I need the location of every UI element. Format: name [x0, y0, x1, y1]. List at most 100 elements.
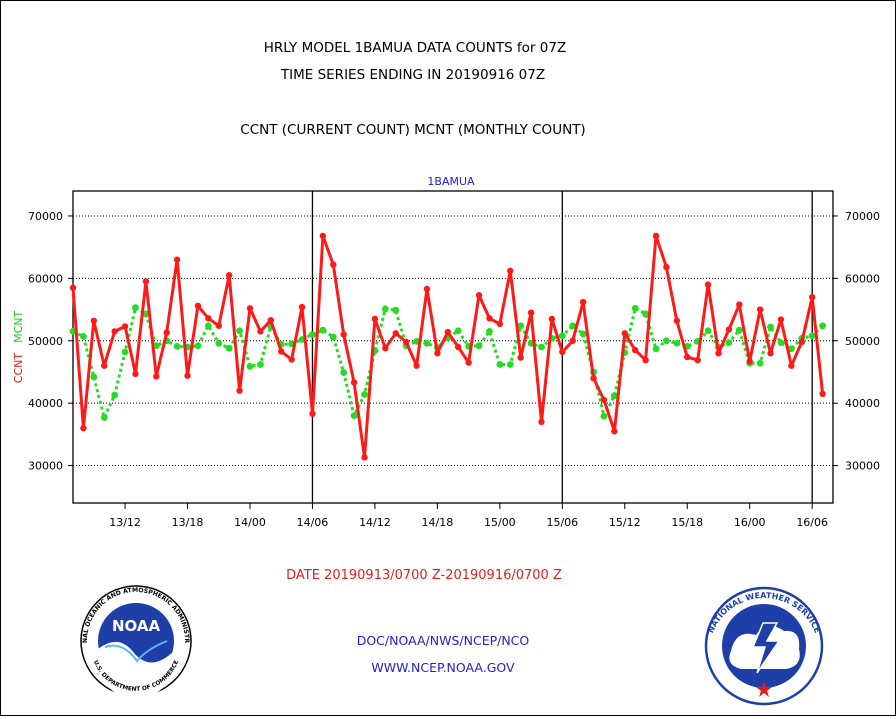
- y-tick-label-left: 30000: [28, 460, 63, 473]
- x-tick-label: 14/00: [234, 516, 266, 529]
- data-point-mcnt: [309, 331, 316, 338]
- data-point-ccnt: [819, 390, 826, 397]
- x-tick-label: 13/18: [172, 516, 204, 529]
- data-point-mcnt: [454, 327, 462, 335]
- data-point-ccnt: [756, 306, 764, 313]
- data-point-ccnt: [319, 232, 327, 240]
- data-point-ccnt: [798, 338, 805, 346]
- data-point-mcnt: [725, 339, 733, 347]
- data-point-mcnt: [486, 328, 493, 335]
- x-tick-label: 13/12: [109, 516, 141, 529]
- website-link[interactable]: WWW.NCEP.NOAA.GOV: [371, 660, 515, 675]
- data-point-mcnt: [121, 348, 129, 356]
- data-point-ccnt: [121, 323, 129, 330]
- y-axis-label: CCNT MCNT: [12, 311, 25, 384]
- data-point-ccnt: [142, 278, 150, 285]
- data-point-ccnt: [725, 326, 733, 333]
- data-point-mcnt: [517, 322, 525, 330]
- data-point-ccnt: [569, 337, 576, 344]
- data-point-mcnt: [80, 332, 87, 340]
- data-point-ccnt: [527, 309, 535, 316]
- data-point-ccnt: [631, 346, 639, 354]
- data-point-mcnt: [496, 361, 504, 368]
- data-point-ccnt: [600, 396, 608, 404]
- data-point-mcnt: [225, 344, 233, 352]
- data-point-mcnt: [215, 339, 223, 347]
- data-point-mcnt: [90, 373, 98, 381]
- y-tick-label-right: 70000: [845, 210, 880, 223]
- data-point-mcnt: [256, 361, 264, 368]
- data-point-ccnt: [101, 362, 108, 369]
- noaa-logo-text: NOAA: [112, 617, 161, 635]
- series-ccnt: [69, 232, 826, 461]
- x-tick-label: 14/06: [297, 516, 329, 529]
- data-point-ccnt: [704, 281, 712, 288]
- data-point-ccnt: [652, 232, 660, 240]
- data-point-mcnt: [350, 412, 358, 420]
- data-point-ccnt: [517, 354, 524, 361]
- data-point-mcnt: [673, 339, 681, 347]
- data-point-ccnt: [538, 418, 545, 426]
- data-point-mcnt: [642, 310, 650, 318]
- plot-area-frame: [72, 190, 834, 504]
- data-point-ccnt: [486, 315, 493, 322]
- data-point-mcnt: [610, 392, 618, 400]
- y-tick-label-left: 40000: [28, 397, 63, 410]
- data-point-ccnt: [298, 303, 306, 311]
- data-point-ccnt: [788, 362, 795, 369]
- data-point-ccnt: [382, 345, 389, 352]
- data-point-ccnt: [736, 301, 743, 308]
- data-point-mcnt: [767, 323, 774, 331]
- data-point-mcnt: [246, 362, 254, 370]
- data-point-mcnt: [663, 337, 670, 345]
- data-point-ccnt: [559, 348, 566, 356]
- data-point-ccnt: [590, 375, 597, 382]
- y-tick-label-left: 50000: [28, 335, 63, 348]
- data-point-ccnt: [111, 328, 118, 335]
- data-point-ccnt: [777, 316, 785, 323]
- day-separators: [311, 191, 813, 503]
- star-icon: [756, 681, 772, 697]
- data-point-ccnt: [267, 316, 275, 324]
- x-tick-label: 14/12: [359, 516, 391, 529]
- y-tick-label-right: 40000: [845, 397, 880, 410]
- data-point-mcnt: [194, 342, 202, 350]
- date-range-label: DATE 20190913/0700 Z-20190916/0700 Z: [286, 568, 562, 583]
- chart-title-line2: TIME SERIES ENDING IN 20190916 07Z: [280, 67, 545, 83]
- data-point-ccnt: [184, 372, 191, 379]
- data-point-mcnt: [777, 339, 785, 347]
- data-point-mcnt: [538, 343, 545, 351]
- data-point-ccnt: [808, 293, 816, 301]
- data-point-mcnt: [735, 326, 743, 334]
- data-point-ccnt: [246, 305, 254, 312]
- data-point-ccnt: [215, 322, 222, 329]
- x-axis: 13/12 13/18 14/00 14/06 14/12 14/18 15/00 15/06…: [109, 503, 828, 529]
- data-point-mcnt: [204, 322, 212, 330]
- x-tick-label: 16/00: [734, 516, 766, 529]
- data-point-mcnt: [142, 310, 150, 318]
- org-label[interactable]: DOC/NOAA/NWS/NCEP/NCO: [357, 633, 530, 648]
- data-point-ccnt: [288, 356, 295, 363]
- data-point-mcnt: [173, 342, 181, 350]
- data-point-ccnt: [361, 454, 368, 461]
- data-point-ccnt: [330, 261, 337, 268]
- data-point-mcnt: [475, 342, 483, 350]
- data-point-ccnt: [746, 358, 753, 365]
- panel-label: 1BAMUA: [427, 175, 475, 188]
- data-point-ccnt: [309, 410, 316, 417]
- x-tick-label: 14/18: [422, 516, 454, 529]
- y-tick-label-right: 60000: [845, 272, 880, 285]
- data-point-mcnt: [329, 333, 337, 341]
- data-point-ccnt: [611, 428, 618, 435]
- y-tick-label-left: 70000: [28, 210, 63, 223]
- data-point-ccnt: [236, 387, 243, 394]
- data-point-mcnt: [340, 369, 348, 376]
- x-tick-label: 15/00: [484, 516, 516, 529]
- data-point-mcnt: [236, 327, 243, 335]
- data-point-ccnt: [402, 338, 410, 346]
- y-tick-label-left: 60000: [28, 272, 63, 285]
- data-point-ccnt: [465, 359, 472, 366]
- data-point-mcnt: [756, 359, 764, 367]
- data-point-mcnt: [600, 412, 608, 420]
